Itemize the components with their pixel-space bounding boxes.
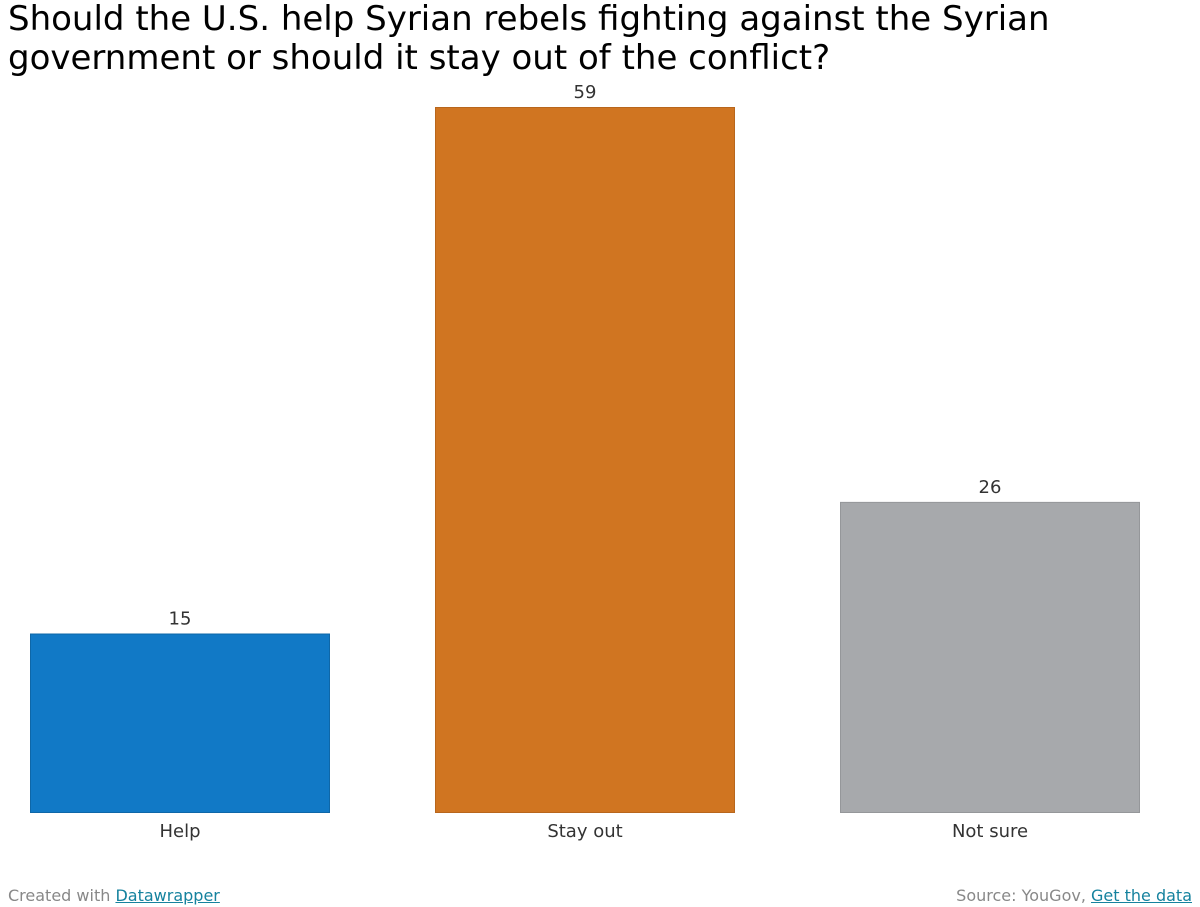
bar-help [30,633,330,814]
created-with-text: Created with [8,886,111,905]
value-label: 15 [169,609,192,630]
category-label: Not sure [952,821,1028,842]
bar-not-sure [840,501,1140,813]
value-label: 26 [979,477,1002,498]
source-text: Source: YouGov, [956,886,1086,905]
category-label: Stay out [547,821,622,842]
get-the-data-link[interactable]: Get the data [1091,886,1192,905]
category-label: Help [159,821,200,842]
bar-stay-out [435,107,735,813]
footer-credit: Created with Datawrapper [8,886,220,906]
value-label: 59 [574,82,597,103]
datawrapper-link[interactable]: Datawrapper [115,886,220,905]
chart-title: Should the U.S. help Syrian rebels fight… [8,0,1050,78]
footer-source: Source: YouGov, Get the data [956,886,1192,906]
bar-chart: 15 Help 59 Stay out 26 Not sure [30,82,1140,842]
